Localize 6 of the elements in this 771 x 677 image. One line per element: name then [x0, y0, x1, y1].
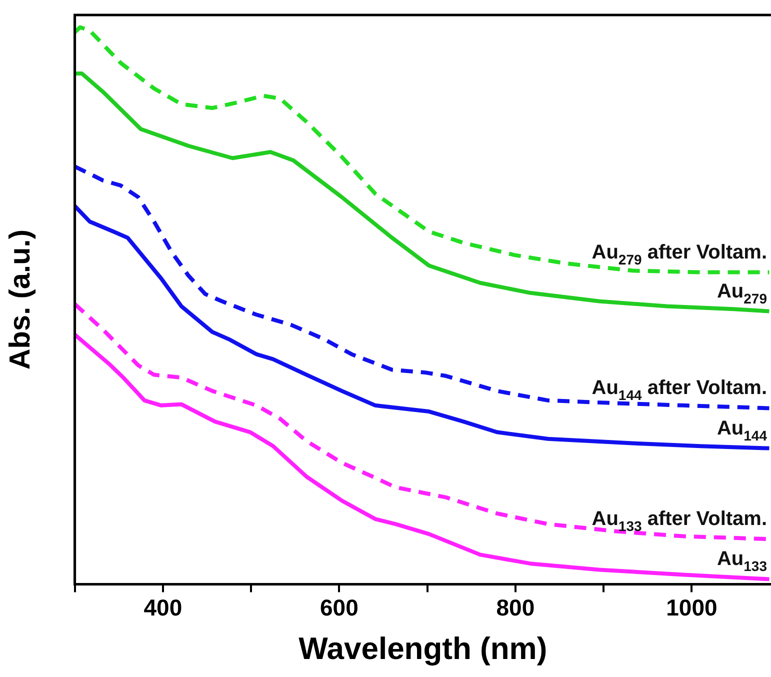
- x-tick-label: 600: [320, 594, 358, 620]
- x-axis-title: Wavelength (nm): [298, 630, 548, 666]
- x-tick-label: 800: [496, 594, 535, 620]
- x-tick-label: 1000: [666, 594, 718, 620]
- y-axis-title: Abs. (a.u.): [4, 230, 36, 370]
- x-tick-label: 400: [144, 594, 182, 620]
